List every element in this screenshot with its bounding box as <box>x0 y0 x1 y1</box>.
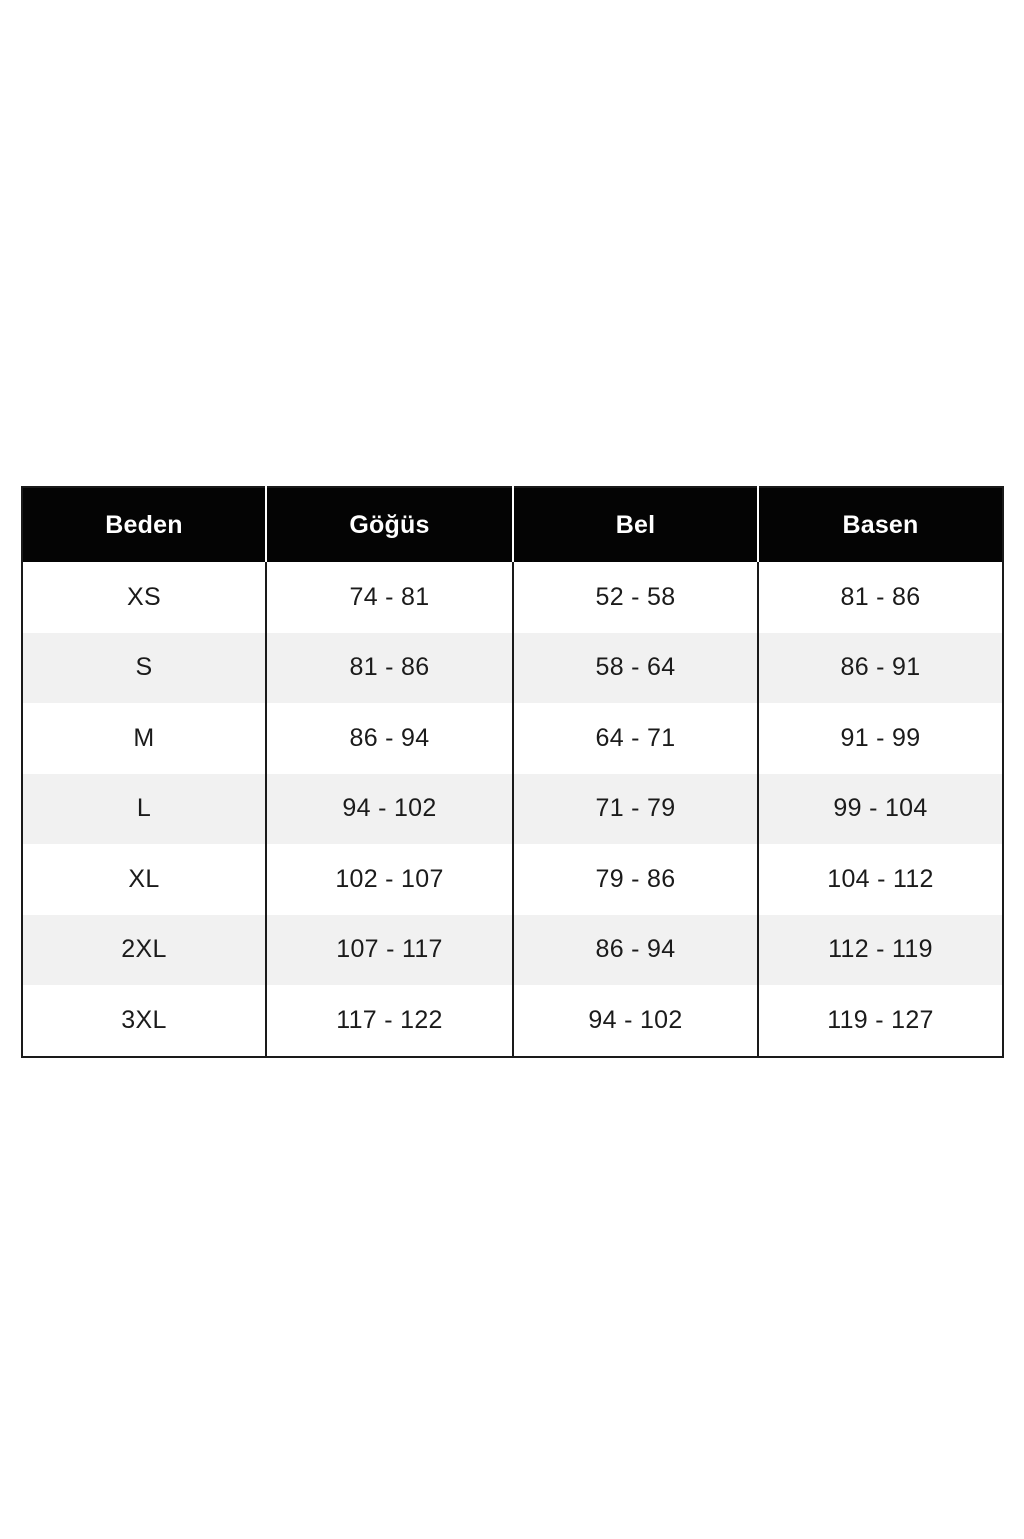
size-chart-body: XS 74 - 81 52 - 58 81 - 86 S 81 - 86 58 … <box>22 562 1003 1057</box>
cell-bel: 58 - 64 <box>513 632 759 703</box>
cell-beden: XS <box>22 562 267 633</box>
table-row: XL 102 - 107 79 - 86 104 - 112 <box>22 844 1003 915</box>
cell-basen: 112 - 119 <box>828 935 933 964</box>
size-chart-container: Beden Göğüs Bel Basen XS 74 - 81 52 - 58… <box>21 486 1004 1058</box>
cell-beden: XL <box>22 844 267 915</box>
cell-gogus: 94 - 102 <box>266 773 514 844</box>
table-row: XS 74 - 81 52 - 58 81 - 86 <box>22 562 1003 633</box>
cell-gogus: 74 - 81 <box>266 562 514 633</box>
cell-gogus: 107 - 117 <box>266 914 514 985</box>
table-row: 2XL 107 - 117 86 - 94 112 - 119 <box>22 914 1003 985</box>
cell-basen: 104 - 112 <box>827 864 934 893</box>
cell-bel: 79 - 86 <box>513 844 759 915</box>
table-row: 3XL 117 - 122 94 - 102 119 - 127 <box>22 985 1003 1057</box>
cell-gogus: 117 - 122 <box>266 985 514 1057</box>
cell-gogus: 102 - 107 <box>266 844 514 915</box>
column-header-bel: Bel <box>513 487 759 562</box>
cell-beden: 2XL <box>22 914 267 985</box>
column-header-basen: Basen <box>842 510 919 539</box>
size-chart-table: Beden Göğüs Bel Basen XS 74 - 81 52 - 58… <box>21 486 1004 1058</box>
table-row: S 81 - 86 58 - 64 86 - 91 <box>22 632 1003 703</box>
table-row: L 94 - 102 71 - 79 99 - 104 <box>22 773 1003 844</box>
cell-basen: 86 - 91 <box>840 653 921 682</box>
table-header-row: Beden Göğüs Bel Basen <box>22 487 1003 562</box>
cell-beden: L <box>22 773 267 844</box>
column-header-gogus: Göğüs <box>266 487 514 562</box>
cell-basen: 91 - 99 <box>840 723 921 752</box>
cell-bel: 94 - 102 <box>513 985 759 1057</box>
cell-beden: S <box>22 632 267 703</box>
cell-bel: 86 - 94 <box>513 914 759 985</box>
table-row: M 86 - 94 64 - 71 91 - 99 <box>22 703 1003 774</box>
cell-bel: 52 - 58 <box>513 562 759 633</box>
cell-basen: 99 - 104 <box>833 794 928 823</box>
size-chart-header: Beden Göğüs Bel Basen <box>22 487 1003 562</box>
cell-gogus: 86 - 94 <box>266 703 514 774</box>
cell-bel: 64 - 71 <box>513 703 759 774</box>
cell-basen: 81 - 86 <box>840 582 921 611</box>
cell-bel: 71 - 79 <box>513 773 759 844</box>
cell-basen: 119 - 127 <box>827 1005 934 1034</box>
cell-beden: 3XL <box>22 985 267 1057</box>
cell-gogus: 81 - 86 <box>266 632 514 703</box>
cell-beden: M <box>22 703 267 774</box>
column-header-beden: Beden <box>22 487 267 562</box>
